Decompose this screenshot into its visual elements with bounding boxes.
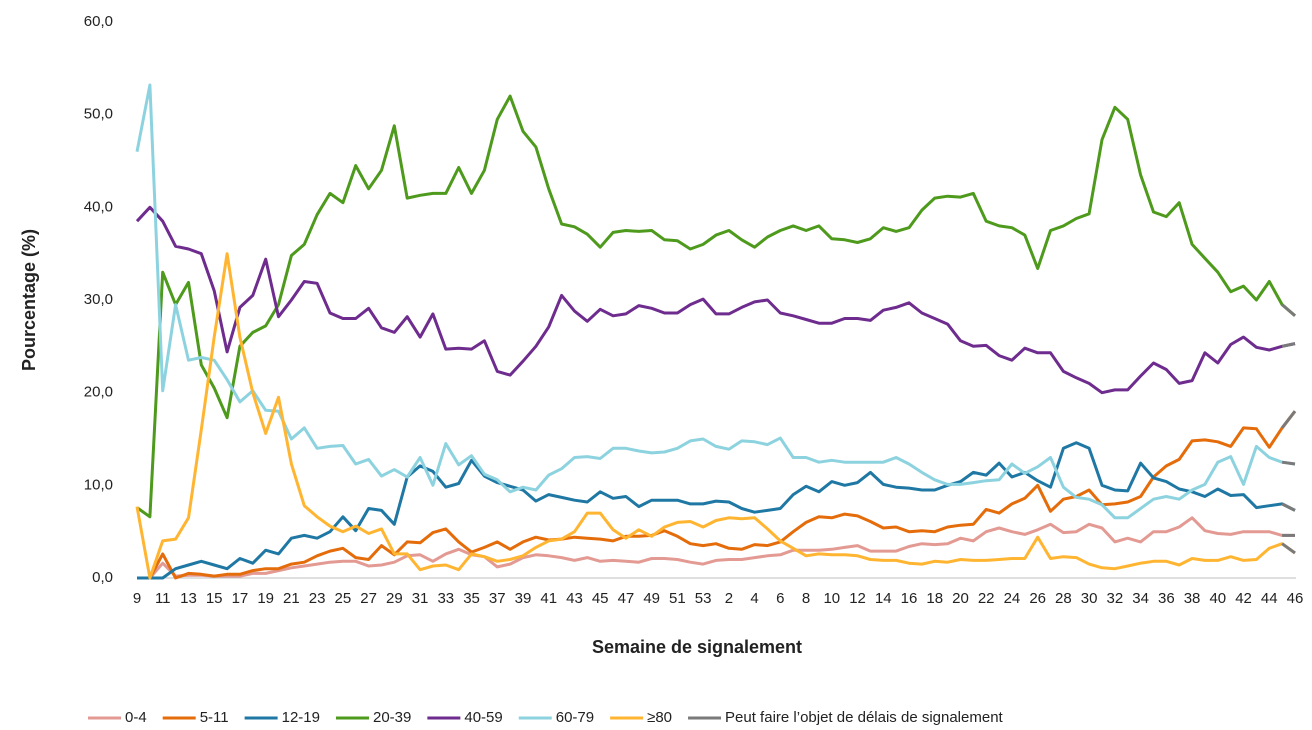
legend-label: Peut faire l’objet de délais de signalem… [725,709,1004,726]
x-tick-label: 40 [1209,590,1226,607]
series-line [136,94,1296,519]
x-tick-label: 24 [1004,590,1021,607]
x-tick-label: 23 [309,590,326,607]
series-line [135,205,1296,395]
y-tick-label: 0,0 [92,569,113,586]
x-tick-label: 30 [1081,590,1098,607]
y-tick-label: 40,0 [84,198,113,215]
legend-label: ≥80 [647,709,672,726]
x-tick-label: 39 [515,590,532,607]
delay-segment [1281,342,1296,348]
legend-label: 20-39 [373,709,411,726]
x-tick-label: 53 [695,590,712,607]
x-tick-label: 16 [901,590,918,607]
x-tick-label: 32 [1107,590,1124,607]
legend-label: 12-19 [282,709,320,726]
y-tick-label: 30,0 [84,291,113,308]
x-tick-label: 41 [540,590,557,607]
x-tick-label: 47 [618,590,635,607]
x-tick-label: 9 [133,590,141,607]
delay-segment [1281,460,1296,466]
legend-label: 5-11 [200,709,229,726]
series-line [135,83,1296,520]
x-tick-label: 29 [386,590,403,607]
x-tick-label: 13 [180,590,197,607]
legend-label: 0-4 [125,709,147,726]
x-axis-title: Semaine de signalement [592,637,802,657]
x-tick-label: 8 [802,590,810,607]
x-tick-label: 42 [1235,590,1252,607]
x-tick-label: 33 [437,590,454,607]
delay-segment [1281,542,1296,555]
legend-label: 40-59 [464,709,502,726]
x-tick-label: 25 [335,590,352,607]
legend-label: 60-79 [556,709,594,726]
x-tick-label: 28 [1055,590,1072,607]
x-tick-label: 17 [232,590,249,607]
x-tick-label: 19 [257,590,274,607]
x-tick-label: 38 [1184,590,1201,607]
x-tick-label: 6 [776,590,784,607]
x-tick-label: 20 [952,590,969,607]
x-tick-label: 18 [926,590,943,607]
delay-segment [1280,410,1297,429]
x-tick-label: 43 [566,590,583,607]
x-tick-label: 21 [283,590,300,607]
x-tick-label: 46 [1287,590,1304,607]
y-tick-label: 20,0 [84,384,113,401]
x-tick-label: 31 [412,590,429,607]
x-tick-label: 51 [669,590,686,607]
x-tick-label: 35 [463,590,480,607]
x-tick-label: 36 [1158,590,1175,607]
x-tick-label: 22 [978,590,995,607]
y-tick-label: 10,0 [84,476,113,493]
x-tick-label: 15 [206,590,223,607]
delay-segment [1281,502,1296,512]
y-axis-title: Pourcentage (%) [19,229,39,371]
y-tick-label: 50,0 [84,106,113,123]
series-line [135,252,1296,580]
y-tick-label: 60,0 [84,13,113,30]
delay-segment [1281,303,1296,317]
x-tick-label: 10 [823,590,840,607]
series-line [137,516,1295,580]
x-tick-label: 34 [1132,590,1149,607]
x-tick-label: 27 [360,590,377,607]
x-tick-label: 49 [643,590,660,607]
x-tick-label: 37 [489,590,506,607]
series-line [137,441,1296,580]
x-tick-label: 4 [750,590,758,607]
x-tick-label: 2 [725,590,733,607]
x-tick-label: 26 [1029,590,1046,607]
x-tick-label: 44 [1261,590,1278,607]
x-tick-label: 11 [155,590,171,607]
x-tick-label: 14 [875,590,892,607]
x-tick-label: 12 [849,590,866,607]
x-tick-label: 45 [592,590,609,607]
